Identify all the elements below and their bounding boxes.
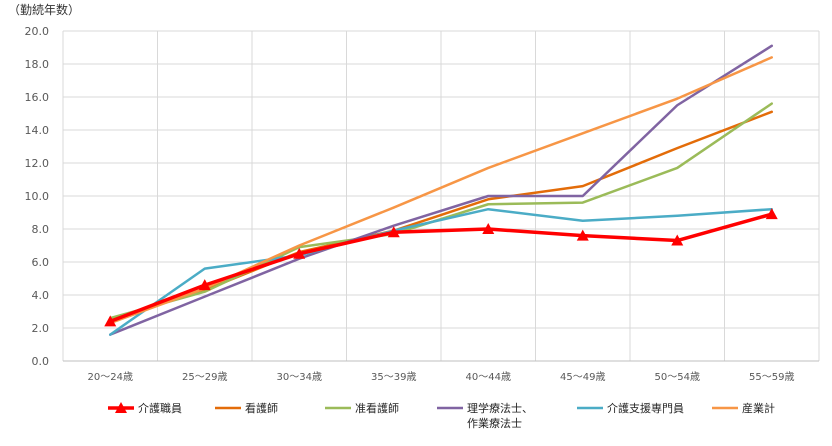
data-point-marker <box>765 208 778 220</box>
data-point-marker <box>198 279 211 291</box>
y-tick-label: 12.0 <box>25 157 50 170</box>
x-tick-label: 45～49歳 <box>560 371 605 383</box>
x-tick-label: 55～59歳 <box>749 371 794 383</box>
data-point-marker <box>576 229 589 241</box>
legend-label: 介護支援専門員 <box>607 401 684 415</box>
y-axis-unit-label: （勤続年数） <box>8 3 81 17</box>
x-tick-label: 40～44歳 <box>466 371 511 383</box>
y-tick-label: 20.0 <box>25 25 50 38</box>
x-tick-label: 20～24歳 <box>88 371 133 383</box>
legend-label: 産業計 <box>742 401 775 415</box>
legend-label: 看護師 <box>245 401 278 415</box>
legend-marker <box>115 402 127 413</box>
series-line <box>109 44 773 336</box>
legend-label: 介護職員 <box>138 401 182 415</box>
legend-label: 准看護師 <box>355 401 399 415</box>
y-tick-label: 4.0 <box>32 289 50 302</box>
data-point-marker <box>671 234 684 246</box>
legend-label: 作業療法士 <box>467 416 522 430</box>
x-tick-label: 30～34歳 <box>277 371 322 383</box>
y-tick-label: 10.0 <box>25 190 50 203</box>
data-point-marker <box>104 315 117 327</box>
y-tick-label: 2.0 <box>32 322 50 335</box>
y-tick-label: 8.0 <box>32 223 50 236</box>
x-tick-label: 50～54歳 <box>655 371 700 383</box>
y-tick-label: 18.0 <box>25 58 50 71</box>
y-tick-label: 6.0 <box>32 256 50 269</box>
series-line <box>108 212 774 324</box>
x-tick-label: 35～39歳 <box>371 371 416 383</box>
data-point-marker <box>387 226 400 238</box>
y-tick-label: 14.0 <box>25 124 50 137</box>
y-tick-label: 0.0 <box>32 355 50 368</box>
data-point-marker <box>293 247 306 259</box>
series-line <box>109 207 773 336</box>
legend-label: 理学療法士、 <box>467 401 533 415</box>
x-tick-label: 25～29歳 <box>182 371 227 383</box>
data-point-marker <box>482 223 495 234</box>
y-tick-label: 16.0 <box>25 91 50 104</box>
